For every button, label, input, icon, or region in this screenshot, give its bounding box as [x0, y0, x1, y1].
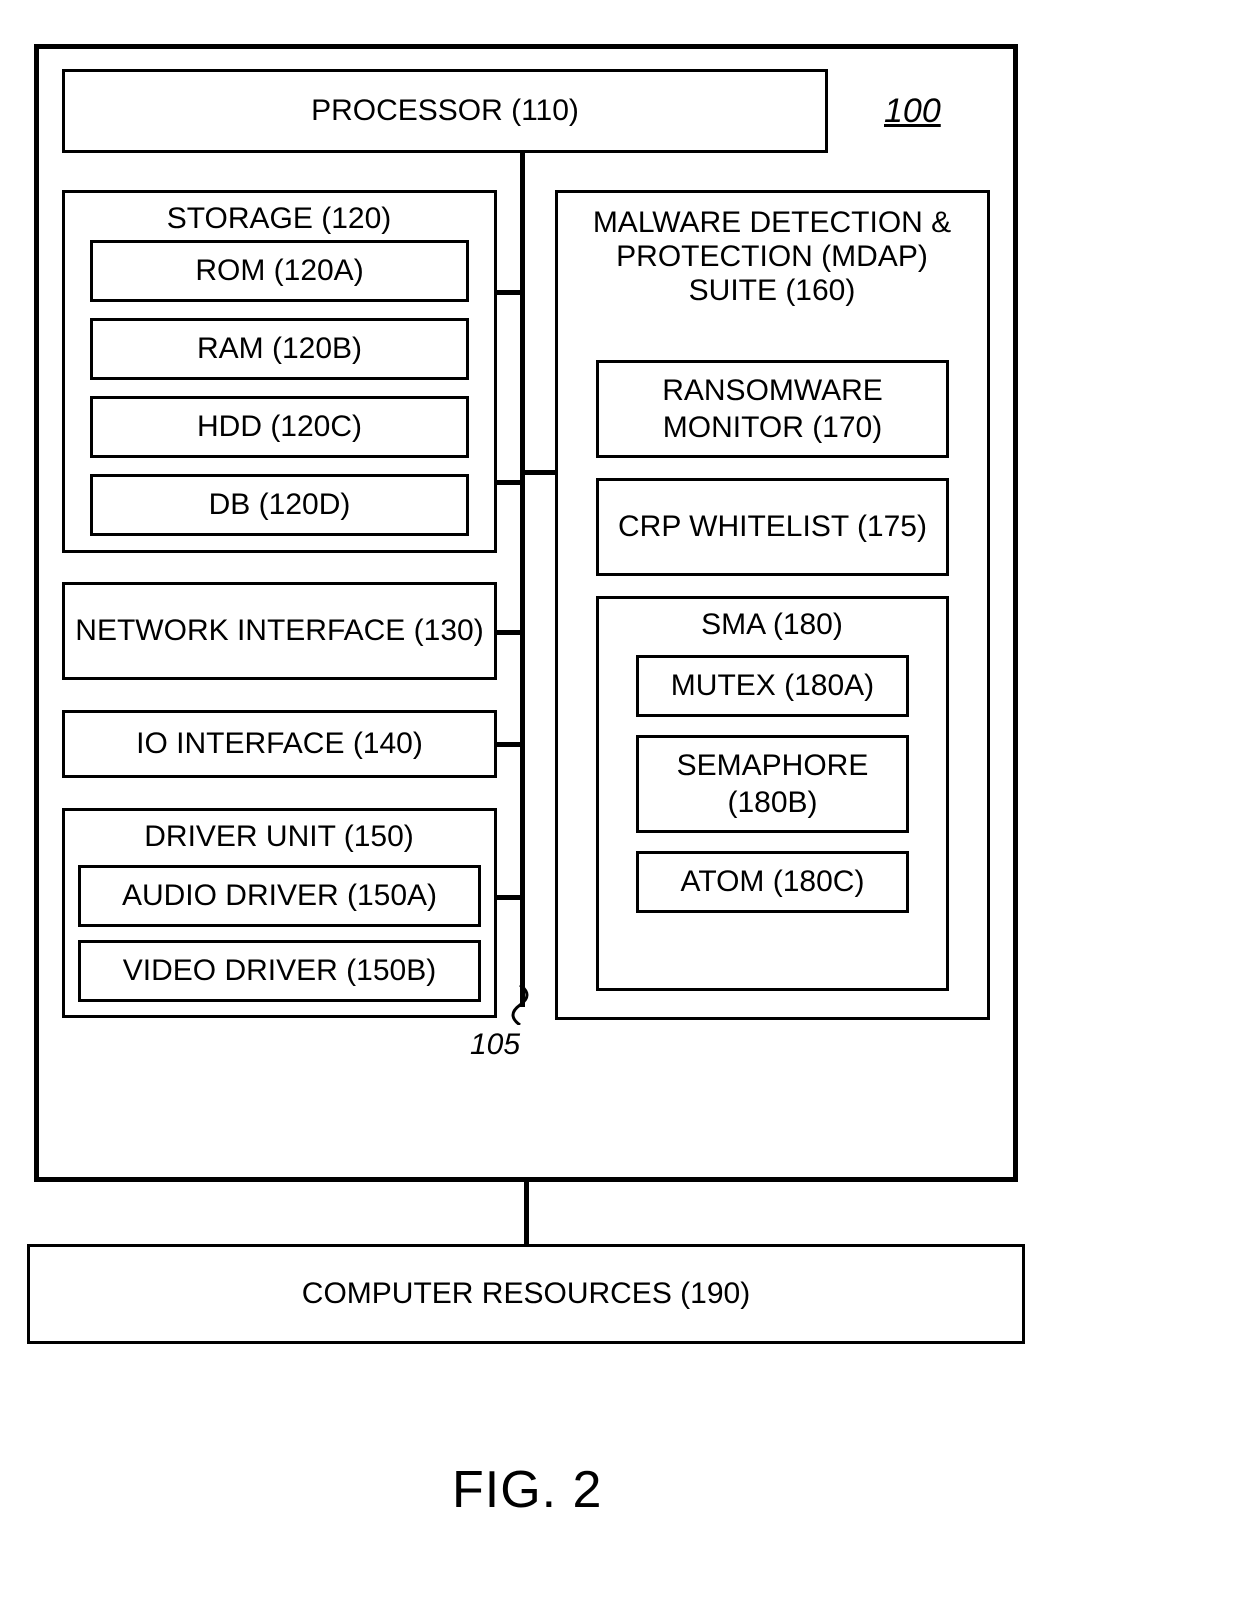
network-interface-box: NETWORK INTERFACE (130): [62, 582, 497, 680]
sma-title: SMA (180): [701, 608, 843, 642]
figure-caption: FIG. 2: [452, 1460, 602, 1520]
video-driver-box: VIDEO DRIVER (150B): [78, 940, 481, 1002]
bus-squiggle-icon: [500, 985, 540, 1025]
bus-tap-mdap: [525, 470, 555, 475]
mdap-title: MALWARE DETECTION & PROTECTION (MDAP) SU…: [582, 206, 962, 308]
atom-box: ATOM (180C): [636, 851, 909, 913]
bus-tap-io: [497, 742, 520, 747]
system-ref: 100: [884, 92, 941, 131]
connector-down: [524, 1182, 529, 1244]
crp-whitelist-box: CRP WHITELIST (175): [596, 478, 949, 576]
semaphore-box: SEMAPHORE (180B): [636, 735, 909, 833]
io-interface-box: IO INTERFACE (140): [62, 710, 497, 778]
db-box: DB (120D): [90, 474, 469, 536]
ram-box: RAM (120B): [90, 318, 469, 380]
audio-driver-box: AUDIO DRIVER (150A): [78, 865, 481, 927]
driver-title: DRIVER UNIT (150): [144, 820, 414, 854]
ransomware-monitor-box: RANSOMWARE MONITOR (170): [596, 360, 949, 458]
diagram-canvas: PROCESSOR (110) 100 STORAGE (120) ROM (1…: [0, 0, 1240, 1607]
processor-box: PROCESSOR (110): [62, 69, 828, 153]
computer-resources-box: COMPUTER RESOURCES (190): [27, 1244, 1025, 1344]
bus-tap-net: [497, 630, 520, 635]
bus-tap-driver: [497, 895, 520, 900]
mutex-box: MUTEX (180A): [636, 655, 909, 717]
bus-ref: 105: [470, 1028, 520, 1062]
storage-title: STORAGE (120): [167, 202, 392, 236]
rom-box: ROM (120A): [90, 240, 469, 302]
bus-tap-storage: [497, 290, 520, 295]
bus-vertical: [520, 153, 525, 1007]
hdd-box: HDD (120C): [90, 396, 469, 458]
bus-tap-storage2: [497, 480, 520, 485]
